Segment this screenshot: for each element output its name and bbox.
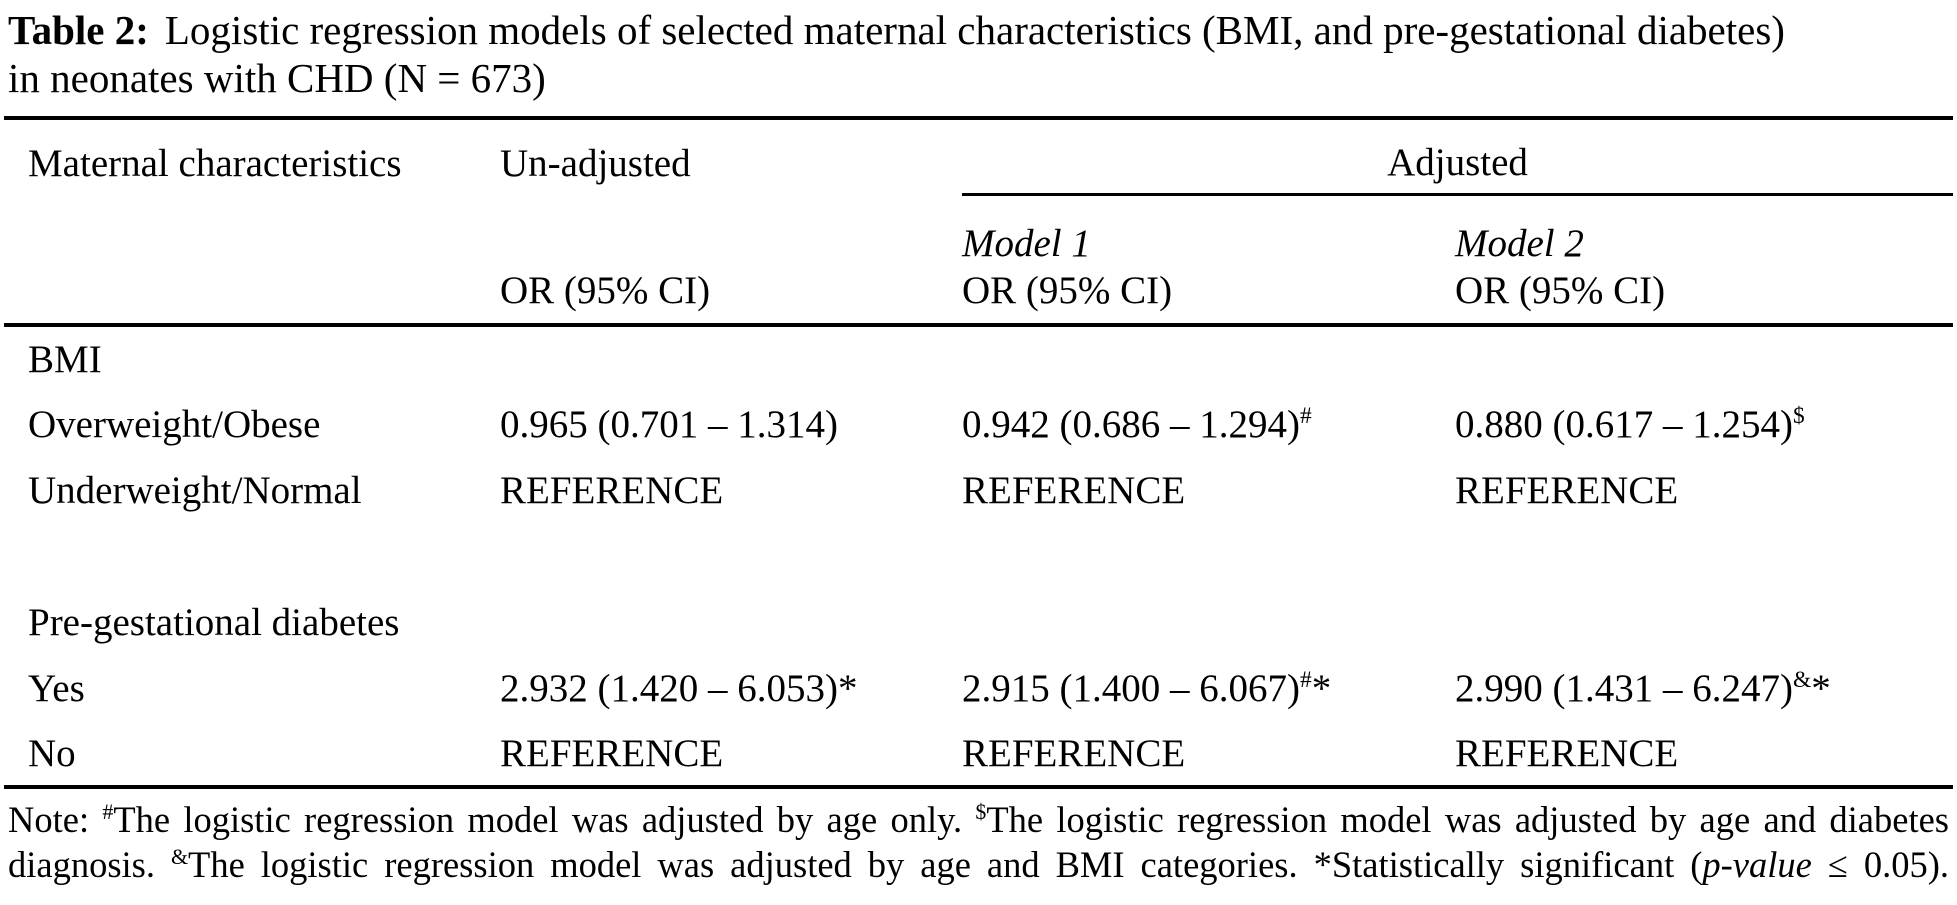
header-row-or-ci: OR (95% CI) OR (95% CI) OR (95% CI) <box>4 268 1954 327</box>
cell-unadjusted <box>500 325 962 391</box>
footnote: Note: #The logistic regression model was… <box>4 797 1953 887</box>
table-row-diabetes-no: No REFERENCE REFERENCE REFERENCE <box>4 721 1954 789</box>
cell-unadjusted: 0.965 (0.701 – 1.314) <box>500 402 838 446</box>
table-title-text: Logistic regression models of selected m… <box>164 7 1785 53</box>
table-row-spacer <box>4 523 1953 589</box>
row-label: Pre-gestational diabetes <box>28 600 400 644</box>
cell-model1: 0.942 (0.686 – 1.294)# <box>962 402 1312 446</box>
cell-unadjusted <box>500 589 962 655</box>
footnote-text-2: The logistic regression model was adjust… <box>8 799 1949 885</box>
header-or-ci-unadjusted: OR (95% CI) <box>500 268 962 327</box>
cell-model2: 2.990 (1.431 – 6.247)&* <box>1455 666 1831 710</box>
row-label: No <box>4 721 500 789</box>
row-label: Underweight/Normal <box>28 468 362 512</box>
footnote-text-1: The logistic regression model was adjust… <box>113 799 976 840</box>
row-label: Yes <box>28 666 85 710</box>
row-label: BMI <box>28 337 102 381</box>
footnote-text-3: The logistic regression model was adjust… <box>188 844 1703 885</box>
header-spacer-3 <box>4 268 500 327</box>
header-unadjusted: Un-adjusted <box>500 142 691 185</box>
table-row-bmi-section: BMI <box>4 325 1953 391</box>
header-or-ci-model2: OR (95% CI) <box>1455 268 1954 327</box>
table-title: Table 2: Logistic regression models of se… <box>4 6 1953 102</box>
cell-model1 <box>962 589 1455 655</box>
header-or-ci-model1: OR (95% CI) <box>962 268 1455 327</box>
table-row-diabetes-section: Pre-gestational diabetes <box>4 589 1953 655</box>
cell-unadjusted: REFERENCE <box>500 468 724 512</box>
row-label: Overweight/Obese <box>28 402 321 446</box>
footnote-dollar-marker: $ <box>975 798 987 824</box>
header-model2: Model 2 <box>1455 222 1584 265</box>
cell-model1: REFERENCE <box>962 468 1186 512</box>
cell-model2: REFERENCE <box>1455 721 1954 789</box>
cell-model1 <box>962 523 1455 589</box>
footnote-hash-marker: # <box>102 798 114 824</box>
header-adjusted: Adjusted <box>962 118 1954 196</box>
header-spacer-2 <box>500 194 962 268</box>
table-row-diabetes-yes: Yes 2.932 (1.420 – 6.053)* 2.915 (1.400 … <box>4 655 1953 721</box>
table-title-line1: Table 2: Logistic regression models of se… <box>8 6 1953 54</box>
table-title-line2: in neonates with CHD (N = 673) <box>8 55 546 101</box>
cell-model1: 2.915 (1.400 – 6.067)#* <box>962 666 1332 710</box>
cell-unadjusted: REFERENCE <box>500 721 962 789</box>
cell-model2 <box>1455 325 1953 391</box>
header-row-models: Model 1 Model 2 <box>4 194 1953 268</box>
cell-unadjusted <box>500 523 962 589</box>
table-row-underweight-normal: Underweight/Normal REFERENCE REFERENCE R… <box>4 457 1953 523</box>
cell-model2 <box>1455 589 1953 655</box>
cell-unadjusted: 2.932 (1.420 – 6.053)* <box>500 666 858 710</box>
footnote-text-4: ≤ 0.05). <box>1811 844 1949 885</box>
table-row-overweight-obese: Overweight/Obese 0.965 (0.701 – 1.314) 0… <box>4 391 1953 457</box>
cell-model1 <box>962 325 1455 391</box>
header-row-groups: Maternal characteristics Un-adjusted Adj… <box>4 118 1954 196</box>
cell-model2: REFERENCE <box>1455 468 1679 512</box>
cell-model2: 0.880 (0.617 – 1.254)$ <box>1455 402 1805 446</box>
footnote-ampersand-marker: & <box>171 843 189 869</box>
footnote-prefix: Note: <box>8 799 103 840</box>
cell-model2 <box>1455 523 1953 589</box>
row-label <box>4 523 500 589</box>
cell-model1: REFERENCE <box>962 721 1455 789</box>
header-model1: Model 1 <box>962 222 1091 265</box>
header-maternal-characteristics: Maternal characteristics <box>28 142 402 185</box>
header-spacer-1 <box>4 194 500 268</box>
footnote-pvalue: p-value <box>1702 844 1812 885</box>
table-number-label: Table 2: <box>8 7 149 53</box>
regression-table: Maternal characteristics Un-adjusted Adj… <box>4 116 1954 789</box>
